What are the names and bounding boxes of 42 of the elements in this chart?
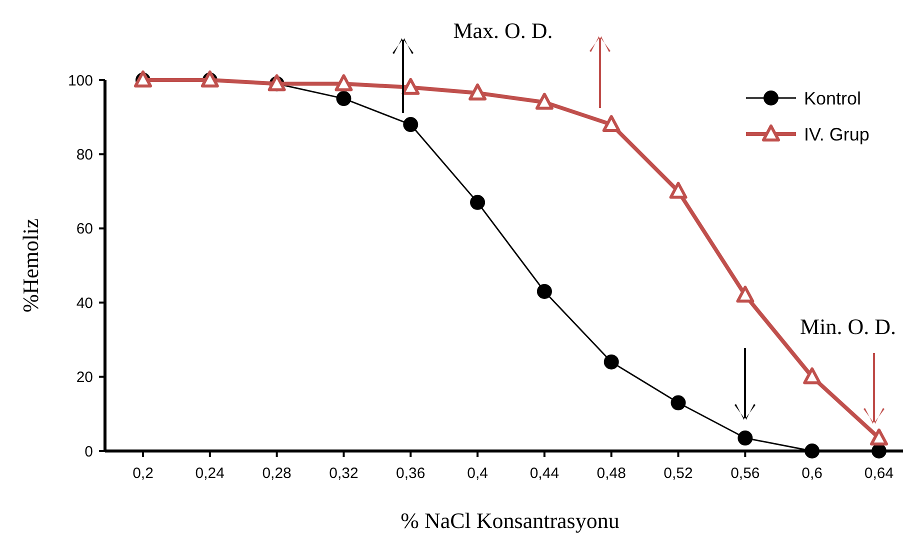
x-tick-label: 0,56 — [730, 465, 760, 482]
x-tick-label: 0,6 — [802, 465, 823, 482]
x-tick-label: 0,52 — [664, 465, 693, 482]
x-tick-label: 0,28 — [262, 465, 292, 482]
x-tick-label: 0,64 — [864, 465, 894, 482]
x-tick-label: 0,2 — [132, 465, 154, 482]
x-tick-label: 0,4 — [467, 465, 488, 482]
point — [738, 430, 753, 446]
y-axis-title: %Hemoliz — [18, 218, 43, 313]
x-tick-label: 0,24 — [195, 465, 225, 482]
point — [536, 284, 552, 299]
point — [334, 74, 353, 92]
y-tick-label: 80 — [76, 146, 93, 164]
y-tick-label: 20 — [76, 369, 93, 386]
point — [604, 354, 619, 370]
point — [872, 444, 886, 458]
x-tick-label: 0,44 — [530, 465, 560, 482]
y-tick-label: 100 — [68, 72, 93, 90]
point — [804, 444, 820, 458]
point — [736, 286, 754, 303]
point — [669, 182, 688, 199]
annotation: Min. O. D. — [800, 314, 896, 339]
point — [470, 194, 486, 210]
x-tick-label: 0,48 — [596, 465, 626, 482]
legend-label: IV. Grup — [804, 124, 870, 144]
x-axis-title: % NaCl Konsantrasyonu — [400, 508, 620, 533]
y-tick-label: 40 — [76, 294, 93, 312]
x-tick-label: 0,32 — [329, 465, 358, 482]
point — [468, 83, 487, 100]
point — [535, 92, 554, 110]
text: Max. O. D. — [453, 18, 553, 43]
point — [670, 395, 686, 410]
point — [602, 115, 620, 132]
point — [803, 367, 822, 384]
y-tick-label: 60 — [76, 220, 93, 238]
point — [336, 91, 352, 106]
point — [870, 428, 888, 446]
point — [402, 78, 420, 95]
legend-label: Kontrol — [804, 88, 862, 108]
x-tick-label: 0,36 — [396, 465, 426, 482]
point — [403, 117, 418, 132]
y-tick-label: 0 — [84, 443, 93, 460]
